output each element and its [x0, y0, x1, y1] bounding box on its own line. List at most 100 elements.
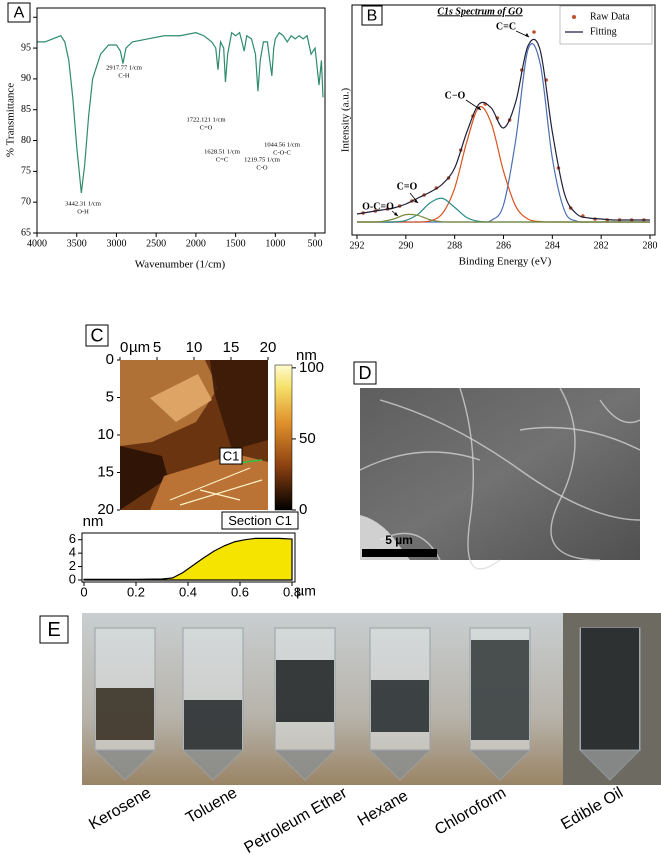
- x-tick-label: 20: [260, 339, 277, 356]
- y-tick-label: 10: [97, 426, 114, 443]
- y-tick-label: 5: [106, 388, 114, 405]
- y-axis-label: % Transmittance: [5, 83, 17, 157]
- x-tick-label: 0.4: [179, 584, 197, 599]
- vial-contents: [471, 640, 529, 740]
- y-tick-label: 2: [69, 558, 76, 573]
- x-tick-label: 4000: [27, 238, 47, 249]
- y-axis-label: nm: [83, 513, 104, 530]
- x-axis-label: Wavenumber (1/cm): [135, 259, 226, 271]
- marker-box: [219, 447, 243, 465]
- x-tick-label: 3500: [67, 238, 87, 249]
- x-tick-label: 5: [153, 339, 161, 356]
- x-unit: µm: [129, 339, 150, 356]
- line: [37, 31, 324, 194]
- y-tick-label: 0: [106, 351, 114, 368]
- line: [356, 213, 650, 223]
- scale-bar: [362, 549, 437, 557]
- data-point: [532, 30, 536, 34]
- chart-title: C1s Spectrum of GO: [437, 6, 522, 17]
- x-tick-label: 3000: [106, 238, 126, 249]
- y-tick-label: 85: [21, 104, 31, 115]
- x-tick-label: 1000: [265, 238, 285, 249]
- panel-label-box: [39, 615, 69, 644]
- x-tick-label: 288: [447, 240, 462, 251]
- x-tick-label: 500: [308, 238, 323, 249]
- annotation: C=O: [200, 124, 213, 131]
- vial-tip: [468, 749, 532, 781]
- sem-wrinkle: [519, 426, 641, 451]
- vial-contents: [276, 660, 334, 722]
- afm-feature: [120, 446, 168, 510]
- legend-label: Raw Data: [590, 11, 630, 22]
- y-tick-label: 90: [21, 73, 31, 84]
- x-tick-label: 280: [643, 240, 658, 251]
- x-tick-label: 0: [120, 339, 128, 356]
- panel-label: E: [47, 619, 60, 641]
- sem-wrinkle: [359, 451, 481, 471]
- afm-feature: [150, 374, 212, 422]
- x-tick-label: 0.6: [231, 584, 249, 599]
- x-tick-label: 15: [223, 339, 240, 356]
- annotation: 2917.77 1/cm: [106, 64, 142, 71]
- panel-label-box: [7, 2, 31, 23]
- sem-wrinkle: [599, 399, 641, 424]
- annotation: C-H: [118, 72, 130, 79]
- afm-streak: [179, 479, 263, 506]
- x-tick-label: 286: [496, 240, 511, 251]
- x-tick-label: 2000: [186, 238, 206, 249]
- vial-tip: [273, 749, 337, 781]
- annotation: C=C: [496, 21, 516, 32]
- vial-contents: [96, 688, 154, 740]
- vial-contents: [581, 628, 639, 750]
- y-tick-label: 95: [21, 42, 31, 53]
- colorbar-tick-label: 0: [299, 501, 307, 518]
- annotation: 3442.31 1/cm: [65, 200, 101, 207]
- vial-tip: [93, 749, 157, 781]
- legend-marker: [572, 15, 576, 19]
- afm-streak: [199, 489, 241, 501]
- legend-box: [559, 5, 653, 45]
- sem-bright: [360, 515, 410, 560]
- annotation: O-C=O: [362, 201, 394, 212]
- annotation: C=C: [216, 156, 228, 163]
- y-tick-label: 65: [21, 227, 31, 238]
- x-tick-label: 2500: [146, 238, 166, 249]
- panel-label: A: [14, 5, 25, 22]
- y-tick-label: 15: [97, 463, 114, 480]
- marker-label: C1: [223, 448, 240, 463]
- annotation: 1044.56 1/cm: [264, 141, 300, 148]
- y-axis-label: Intensity (a.u.): [340, 87, 352, 152]
- sem-wrinkle: [550, 387, 601, 561]
- colorbar-label: nm: [296, 347, 317, 364]
- annotation: C-O: [256, 164, 268, 171]
- arrow-head: [525, 33, 529, 37]
- annotation: O-H: [77, 208, 89, 215]
- vial-contents: [184, 700, 242, 750]
- annotation: 1219.75 1/cm: [244, 156, 280, 163]
- colorbar: [274, 364, 293, 511]
- panel-label: C: [91, 325, 104, 345]
- x-axis-label: Binding Energy (eV): [459, 256, 552, 268]
- area: [83, 537, 293, 581]
- x-tick-label: 0.2: [127, 584, 145, 599]
- panel-label: D: [359, 363, 372, 383]
- x-tick-label: 1500: [226, 238, 246, 249]
- annotation: C−O: [445, 90, 466, 101]
- afm-streak: [169, 467, 251, 501]
- x-tick-label: 0.8: [283, 584, 301, 599]
- y-tick-label: 6: [69, 531, 76, 546]
- sem-wrinkle: [459, 387, 501, 570]
- panel-label-box: [353, 361, 377, 385]
- arrow-head: [414, 199, 418, 203]
- vial-tip: [578, 749, 642, 781]
- x-tick-label: 290: [398, 240, 413, 251]
- x-tick-label: 284: [545, 240, 560, 251]
- vial-tip: [368, 749, 432, 781]
- annotation: 1722.121 1/cm: [187, 116, 226, 123]
- sem-wrinkle: [379, 399, 641, 521]
- scale-bar-label: 5 µm: [385, 533, 413, 547]
- colorbar-tick-label: 50: [299, 430, 316, 447]
- title-box: [221, 511, 299, 530]
- annotation: 1628.51 1/cm: [204, 148, 240, 155]
